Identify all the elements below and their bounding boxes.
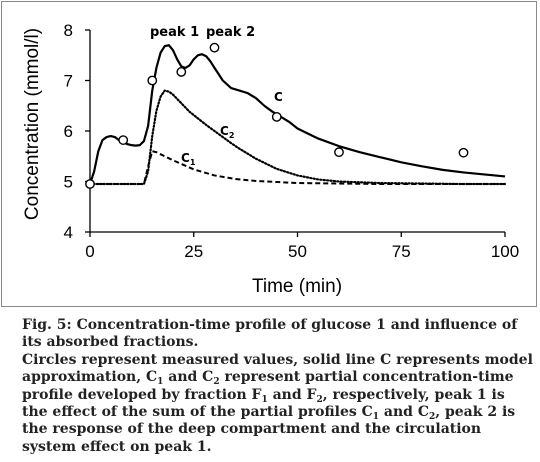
y-ticks: 4 5 6 7 8 [64, 21, 90, 242]
x-axis-title: Time (min) [252, 276, 342, 297]
measured-point [458, 147, 469, 158]
measured-point [85, 179, 95, 189]
caption-text: , peak 2 is the response of the deep com… [22, 404, 516, 455]
y-tick-label: 6 [64, 122, 73, 141]
y-axis-title: Concentration (mmol/l) [22, 28, 43, 220]
caption-body: Circles represent measured values, solid… [22, 352, 534, 456]
annotation-curve-c2: C2 [220, 124, 234, 140]
measured-point [176, 67, 187, 77]
series-line-c2 [88, 89, 507, 186]
measured-point [118, 135, 129, 145]
series-line-c1 [90, 150, 505, 186]
y-tick-label: 7 [64, 72, 73, 91]
x-tick-label: 25 [184, 242, 203, 261]
x-tick-label: 100 [491, 242, 519, 261]
caption-sub: 2 [428, 412, 436, 423]
annotation-curve-c1-sub: 1 [190, 158, 196, 167]
x-tick-label: 75 [392, 242, 411, 261]
caption-title: Fig. 5: Concentration-time profile of gl… [22, 317, 518, 351]
annotation-peak-1: peak 1 [150, 25, 199, 40]
caption-sub: 1 [157, 377, 164, 388]
caption-sub: 1 [372, 412, 380, 423]
annotation-curve-c1: C1 [181, 151, 196, 167]
caption-text: and C [379, 404, 429, 421]
measured-point [209, 42, 220, 53]
figure-caption: Fig. 5: Concentration-time profile of gl… [22, 317, 534, 456]
x-tick-label: 0 [85, 242, 94, 261]
series-layer [88, 44, 507, 186]
caption-text: and C [163, 369, 214, 386]
measured-point [334, 147, 344, 158]
y-tick-label: 5 [64, 173, 73, 192]
caption-text: represent partial concentration-time pro… [22, 369, 514, 403]
figure-frame [1, 1, 537, 307]
series-line-c [88, 44, 506, 185]
x-ticks: 0 25 50 75 100 [85, 232, 519, 261]
annotation-curve-c: C [274, 90, 283, 104]
axes: 4 5 6 7 8 0 25 50 75 100 [64, 21, 520, 261]
caption-text: Circles represent measured values, solid… [22, 351, 533, 386]
caption-sub: 2 [316, 394, 323, 405]
caption-text: , respectively, peak 1 is the effect of … [22, 386, 505, 421]
measured-point [147, 75, 158, 86]
annotation-curve-c1-base: C [181, 151, 190, 165]
concentration-time-chart: 4 5 6 7 8 0 25 50 75 100 Time (min) Concentratio… [22, 21, 520, 297]
y-tick-label: 8 [64, 21, 73, 40]
annotation-curve-c2-base: C [220, 124, 229, 138]
caption-sub: 2 [213, 377, 220, 388]
caption-text: and F [267, 386, 317, 403]
measured-points [85, 42, 469, 189]
x-tick-label: 50 [288, 242, 307, 261]
annotation-curve-c2-sub: 2 [229, 131, 235, 140]
caption-sub: 1 [261, 394, 268, 405]
measured-point [271, 111, 282, 122]
annotation-peak-2: peak 2 [206, 25, 255, 40]
y-tick-label: 4 [64, 223, 73, 242]
